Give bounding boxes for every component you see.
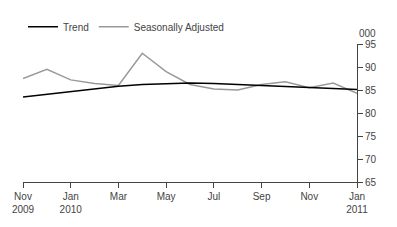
svg-text:80: 80 <box>365 108 377 119</box>
svg-text:75: 75 <box>365 131 377 142</box>
svg-text:May: May <box>157 191 176 202</box>
svg-text:Nov2009: Nov2009 <box>12 191 35 215</box>
svg-text:95: 95 <box>365 39 377 50</box>
svg-text:70: 70 <box>365 154 377 165</box>
svg-text:Nov: Nov <box>300 191 318 202</box>
svg-text:Jan2011: Jan2011 <box>346 191 368 215</box>
svg-text:Seasonally Adjusted: Seasonally Adjusted <box>134 22 224 33</box>
svg-text:Jul: Jul <box>207 191 220 202</box>
svg-text:Sep: Sep <box>253 191 271 202</box>
svg-text:Jan2010: Jan2010 <box>60 191 83 215</box>
svg-text:65: 65 <box>365 177 377 188</box>
svg-text:000: 000 <box>359 28 376 39</box>
svg-text:90: 90 <box>365 62 377 73</box>
svg-text:85: 85 <box>365 85 377 96</box>
svg-text:Trend: Trend <box>63 22 89 33</box>
svg-text:Mar: Mar <box>110 191 128 202</box>
